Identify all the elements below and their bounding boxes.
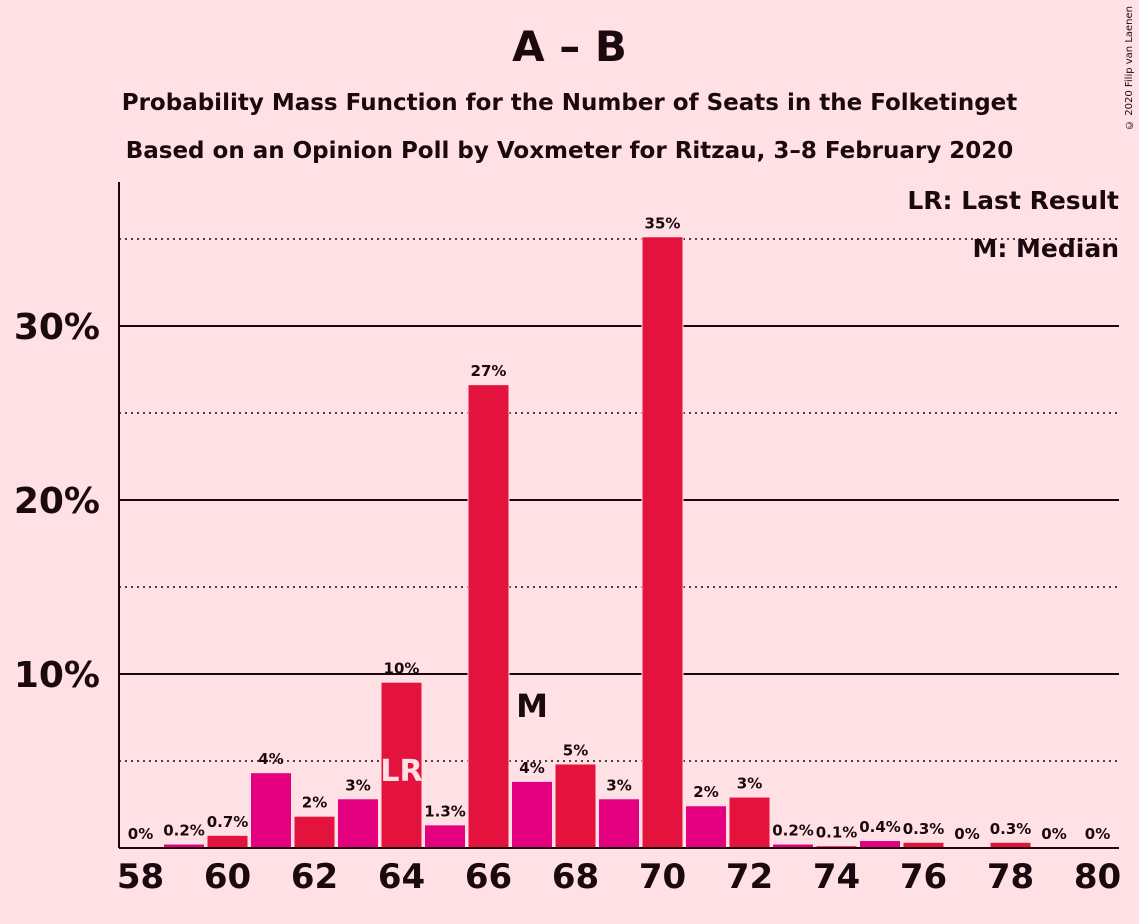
bar-value-label: 0% — [1085, 825, 1110, 843]
bar-value-label: 0.3% — [903, 820, 945, 838]
bar-seat-59 — [164, 844, 204, 848]
chart-subtitle-poll: Based on an Opinion Poll by Voxmeter for… — [125, 138, 1014, 164]
bar-seat-70 — [642, 237, 683, 848]
x-tick-label: 74 — [813, 857, 860, 897]
bar-value-label: 3% — [345, 776, 370, 794]
bar-seat-73 — [773, 844, 813, 848]
bar-value-label: 0.2% — [163, 822, 205, 840]
legend-last-result: LR: Last Result — [907, 186, 1119, 215]
x-tick-label: 66 — [465, 857, 512, 897]
bar-value-label: 0% — [954, 825, 979, 843]
bar-value-label: 0.4% — [859, 818, 901, 836]
bar-seat-67 — [512, 781, 552, 848]
bar-seat-72 — [729, 797, 770, 848]
bar-value-label: 0.1% — [816, 823, 858, 841]
chart-title: A – B — [512, 22, 627, 71]
bar-value-label: 4% — [519, 759, 544, 777]
bar-seat-75 — [860, 841, 900, 848]
x-tick-label: 68 — [552, 857, 599, 897]
bar-seat-78 — [990, 842, 1031, 848]
last-result-marker: LR — [380, 754, 422, 789]
bar-seat-68 — [555, 764, 596, 848]
bar-value-label: 10% — [384, 660, 420, 678]
bar-value-label: 4% — [258, 750, 283, 768]
chart-subtitle: Probability Mass Function for the Number… — [121, 90, 1018, 116]
y-tick-label: 10% — [14, 655, 100, 696]
y-tick-label: 30% — [14, 307, 100, 348]
bar-value-label: 1.3% — [424, 802, 466, 820]
bar-value-label: 3% — [737, 775, 762, 793]
x-tick-label: 80 — [1074, 857, 1121, 897]
bar-value-label: 0.7% — [207, 813, 249, 831]
median-marker: M — [516, 687, 548, 725]
bar-value-label: 0% — [128, 825, 153, 843]
x-tick-label: 58 — [117, 857, 164, 897]
bar-value-label: 0.2% — [772, 822, 814, 840]
x-tick-label: 72 — [726, 857, 773, 897]
x-tick-label: 62 — [291, 857, 338, 897]
bar-value-label: 3% — [606, 776, 631, 794]
bar-value-label: 0% — [1041, 825, 1066, 843]
bar-seat-60 — [207, 835, 248, 848]
bar-seat-65 — [425, 825, 465, 848]
bar-value-label: 0.3% — [990, 820, 1032, 838]
bar-seat-63 — [338, 799, 378, 848]
bar-seat-76 — [903, 842, 944, 848]
x-tick-label: 70 — [639, 857, 686, 897]
bar-value-label: 35% — [645, 214, 681, 232]
x-tick-label: 60 — [204, 857, 251, 897]
bar-seat-64 — [381, 682, 422, 848]
y-tick-label: 20% — [14, 481, 100, 522]
bar-value-label: 2% — [693, 783, 718, 801]
bar-seat-69 — [599, 799, 639, 848]
bar-value-label: 2% — [302, 794, 327, 812]
x-tick-label: 78 — [987, 857, 1034, 897]
bar-seat-66 — [468, 385, 509, 848]
bar-seat-62 — [294, 816, 335, 848]
bar-seat-71 — [686, 806, 726, 848]
bar-value-label: 5% — [563, 741, 588, 759]
x-tick-label: 76 — [900, 857, 947, 897]
x-tick-label: 64 — [378, 857, 425, 897]
bar-seat-61 — [251, 773, 291, 848]
bar-value-label: 27% — [471, 362, 507, 380]
